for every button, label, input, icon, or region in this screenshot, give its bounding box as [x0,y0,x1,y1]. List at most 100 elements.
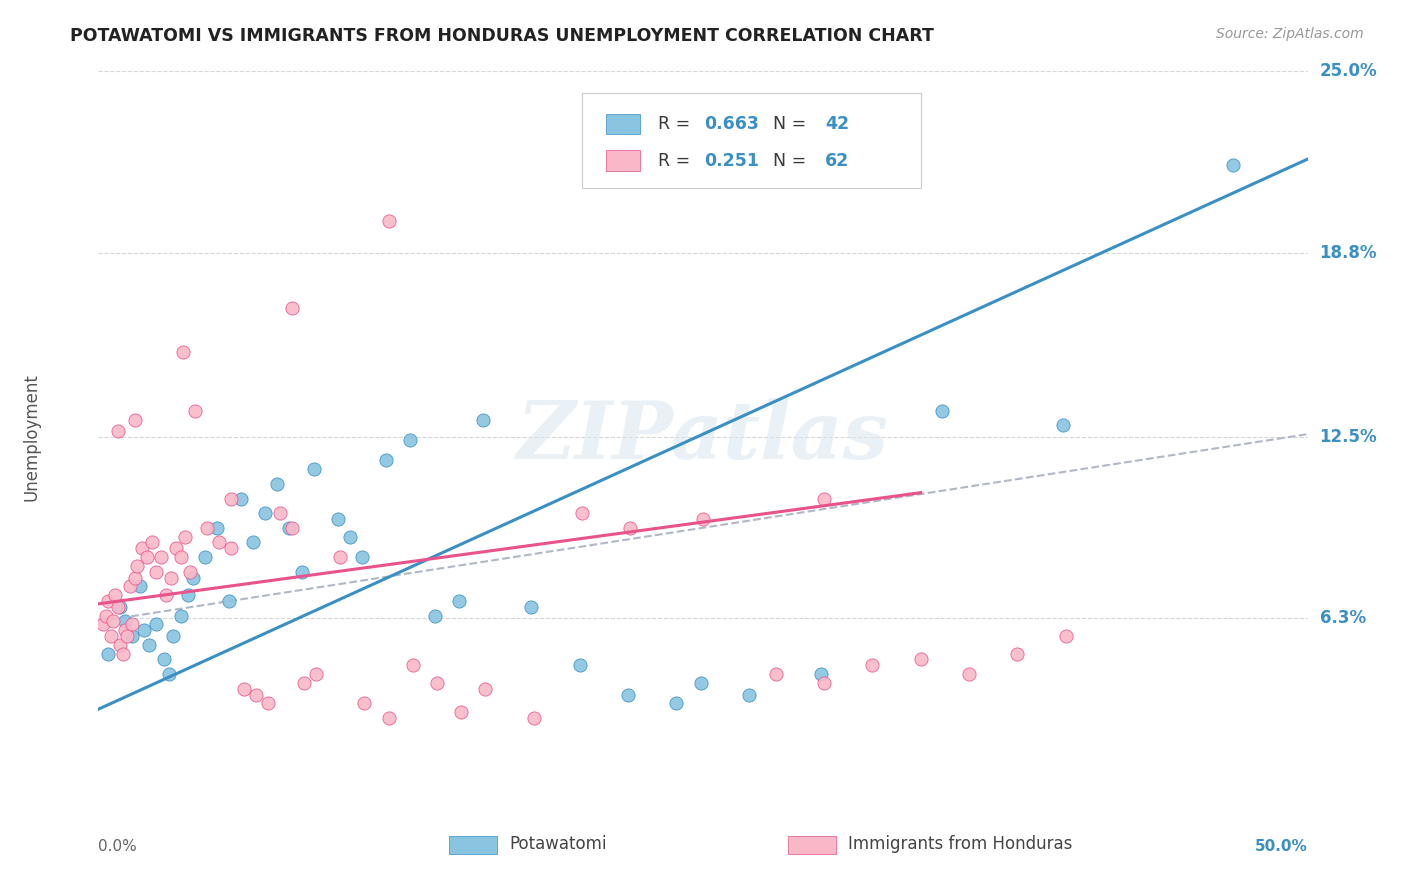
Point [266,476,288,491]
Point [1054,629,1077,643]
Point [254,506,277,520]
Point [957,667,980,681]
Point [329,549,352,564]
Text: 18.8%: 18.8% [1320,244,1376,261]
Text: N =: N = [773,152,811,169]
Point [121,617,143,632]
Point [377,711,399,725]
Text: POTAWATOMI VS IMMIGRANTS FROM HONDURAS UNEMPLOYMENT CORRELATION CHART: POTAWATOMI VS IMMIGRANTS FROM HONDURAS U… [70,27,934,45]
Point [1052,418,1074,433]
Point [813,676,835,690]
Point [474,681,496,696]
Point [174,530,197,544]
Point [195,521,218,535]
Point [118,579,141,593]
Point [172,345,194,359]
Point [124,412,146,426]
Point [568,658,591,673]
Point [205,521,228,535]
Point [145,565,167,579]
Point [221,541,243,556]
Point [107,424,129,438]
Point [91,617,114,632]
Point [160,570,183,584]
Point [155,588,177,602]
Point [218,594,240,608]
Point [179,565,201,579]
Text: Immigrants from Honduras: Immigrants from Honduras [848,836,1073,854]
Point [245,688,267,702]
Point [229,491,252,506]
Point [97,647,120,661]
Point [221,491,243,506]
Point [377,213,399,227]
Point [194,549,217,564]
Point [131,541,153,556]
FancyBboxPatch shape [606,151,640,171]
Point [326,512,349,526]
Text: 0.251: 0.251 [704,152,759,169]
Point [145,617,167,632]
Point [138,638,160,652]
Point [111,647,134,661]
Point [135,549,157,564]
FancyBboxPatch shape [787,836,837,854]
Point [177,588,200,602]
Point [292,676,315,690]
Point [520,599,543,614]
Point [765,667,787,681]
Text: Source: ZipAtlas.com: Source: ZipAtlas.com [1216,27,1364,41]
Point [290,565,312,579]
Point [141,535,163,549]
Text: 50.0%: 50.0% [1254,839,1308,855]
Text: 6.3%: 6.3% [1320,609,1365,627]
Point [104,588,127,602]
FancyBboxPatch shape [606,114,640,135]
Point [128,579,150,593]
Point [150,549,173,564]
FancyBboxPatch shape [449,836,498,854]
Point [523,711,546,725]
Point [107,599,129,614]
Point [375,453,398,467]
Point [281,301,304,316]
Point [242,535,264,549]
Point [184,403,207,417]
Point [114,615,136,629]
Point [302,462,325,476]
Text: 0.0%: 0.0% [98,839,138,855]
Text: 42: 42 [825,115,849,133]
Point [1007,647,1029,661]
FancyBboxPatch shape [582,94,921,188]
Point [450,705,472,719]
Point [571,506,593,520]
Text: N =: N = [773,115,811,133]
Text: 0.663: 0.663 [704,115,759,133]
Point [169,608,191,623]
Point [447,594,470,608]
Point [208,535,231,549]
Point [353,696,375,710]
Point [471,412,494,426]
Point [117,629,139,643]
Point [101,615,124,629]
Text: 12.5%: 12.5% [1320,428,1378,446]
Point [127,558,149,573]
Point [339,530,361,544]
Point [402,658,425,673]
Point [1222,158,1244,172]
Point [152,652,174,666]
Text: 25.0%: 25.0% [1320,62,1378,80]
Text: R =: R = [658,152,696,169]
Point [617,688,640,702]
Point [931,403,953,417]
Point [860,658,883,673]
Point [810,667,832,681]
Point [305,667,328,681]
Point [169,549,191,564]
Point [910,652,932,666]
Point [426,676,449,690]
Point [232,681,254,696]
Point [665,696,688,710]
Text: 62: 62 [825,152,849,169]
